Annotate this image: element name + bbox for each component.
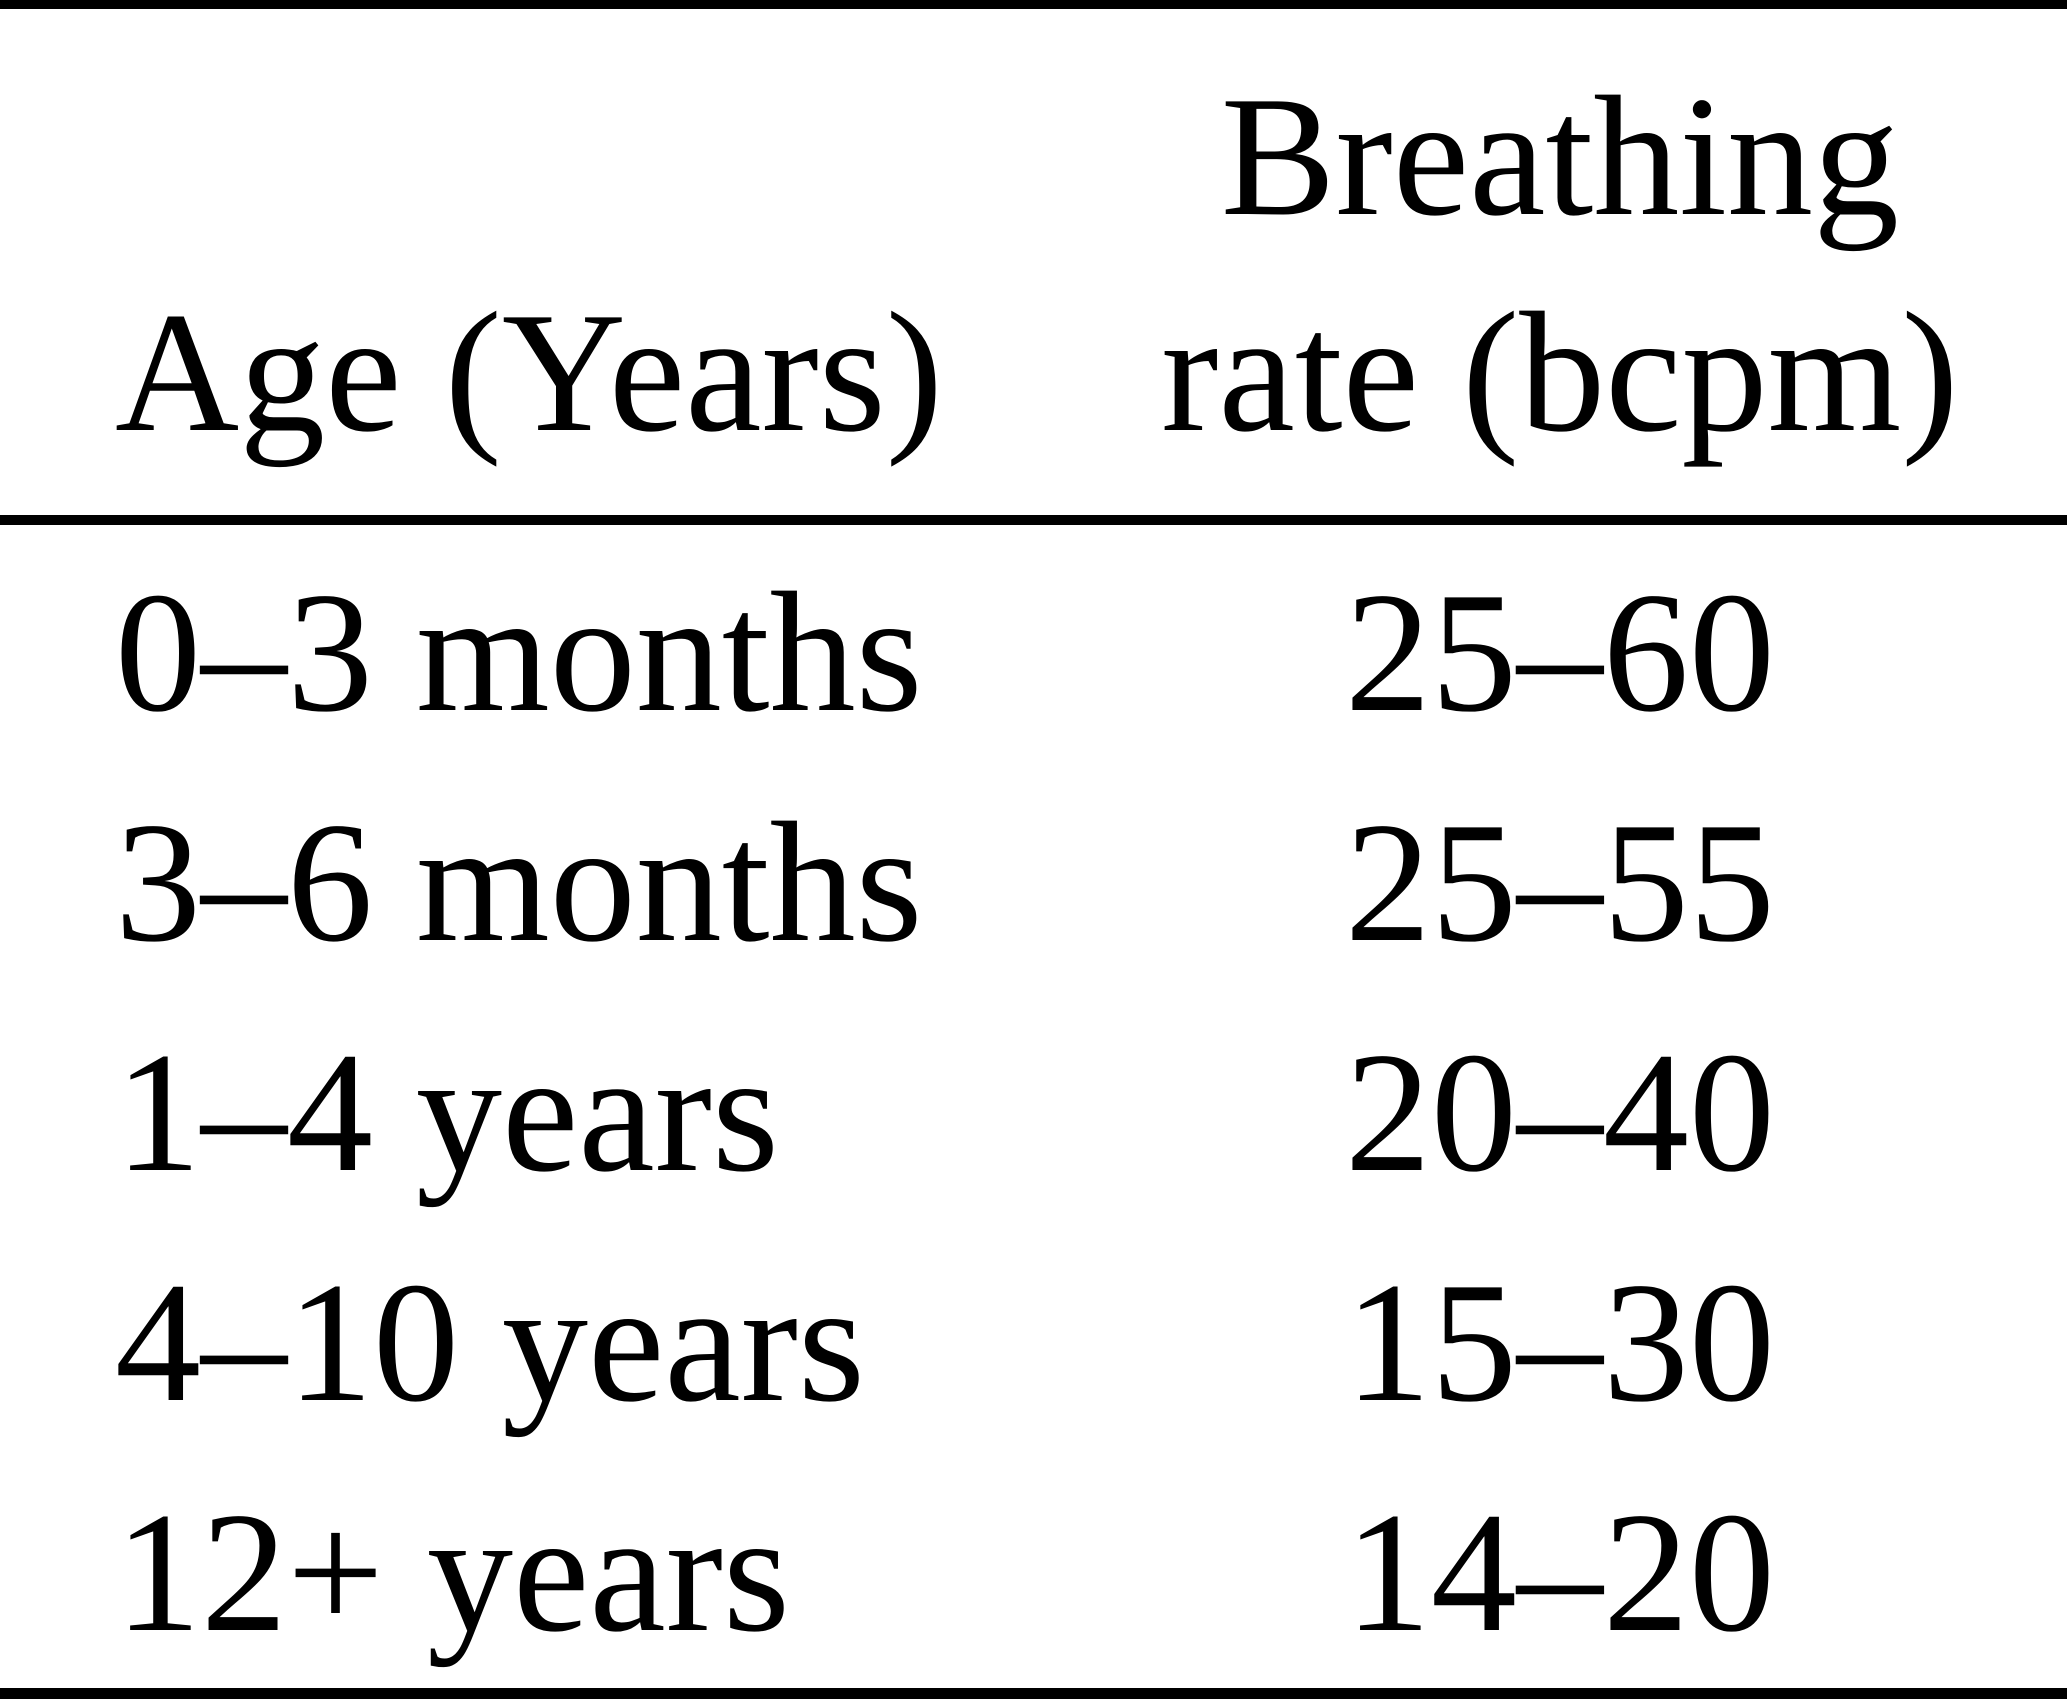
breathing-rate-cell: 15–30 (1344, 1248, 1775, 1438)
age-cell: 3–6 months (115, 788, 923, 978)
age-cell: 4–10 years (115, 1248, 865, 1438)
table-header-rule (0, 515, 2067, 525)
breathing-rate-cell: 14–20 (1344, 1478, 1775, 1668)
table-header-row: Age (Years) Breathing rate (bcpm) (0, 9, 2067, 515)
table-row: 4–10 years 15–30 (0, 1228, 2067, 1458)
breathing-rate-cell: 20–40 (1344, 1018, 1775, 1208)
column-header-breathing-rate-line1: Breathing (1220, 62, 1900, 252)
table-body: 0–3 months 25–60 3–6 months 25–55 1–4 ye… (0, 525, 2067, 1688)
column-header-breathing-rate: Breathing rate (bcpm) (1075, 49, 2067, 481)
table-row: 12+ years 14–20 (0, 1458, 2067, 1688)
column-header-age: Age (Years) (0, 265, 1075, 481)
table-row: 1–4 years 20–40 (0, 998, 2067, 1228)
age-cell: 0–3 months (115, 558, 923, 748)
breathing-rate-cell: 25–60 (1344, 558, 1775, 748)
column-header-age-label: Age (Years) (115, 278, 944, 468)
table-row: 3–6 months 25–55 (0, 768, 2067, 998)
column-header-breathing-rate-line2: rate (bcpm) (1161, 278, 1959, 468)
age-cell: 1–4 years (115, 1018, 779, 1208)
table-row: 0–3 months 25–60 (0, 538, 2067, 768)
table-bottom-rule (0, 1688, 2067, 1699)
age-cell: 12+ years (115, 1478, 790, 1668)
breathing-rate-cell: 25–55 (1344, 788, 1775, 978)
table-top-rule (0, 0, 2067, 9)
